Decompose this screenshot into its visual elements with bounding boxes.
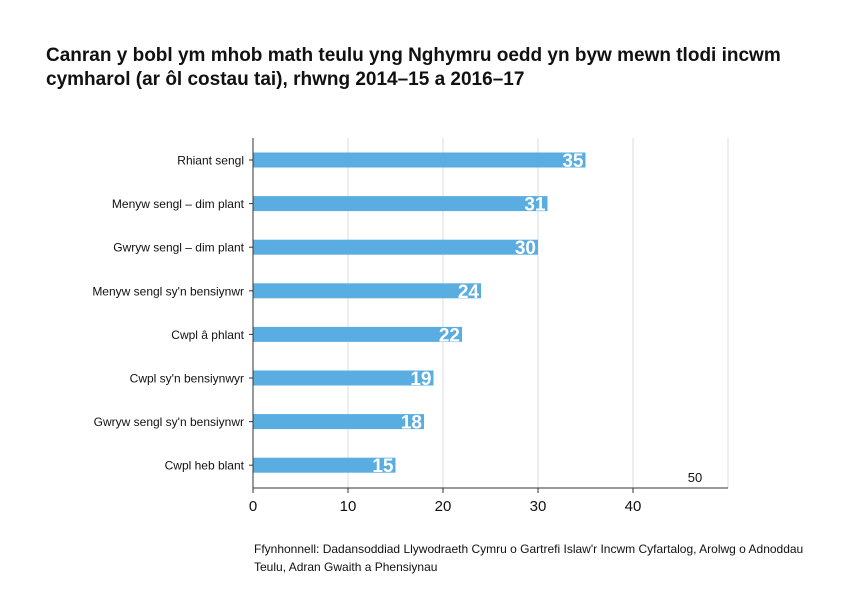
category-label: Rhiant sengl (177, 154, 244, 168)
source-note: Ffynhonnell: Dadansoddiad Llywodraeth Cy… (254, 542, 804, 574)
category-label: Cwpl â phlant (171, 328, 244, 342)
bar (253, 370, 434, 386)
value-label: 31 (524, 195, 546, 216)
value-label: 15 (372, 456, 394, 477)
x-tick-label: 0 (249, 498, 257, 515)
value-label: 24 (458, 282, 480, 303)
grid-lines (347, 138, 729, 488)
value-label: 22 (439, 325, 460, 346)
x-tick-label: 30 (530, 498, 547, 515)
bar (253, 283, 481, 299)
labels: Rhiant sengl 35 Menyw sengl – dim plant 31 G… (92, 151, 702, 515)
bar (253, 196, 548, 212)
bars (253, 152, 586, 473)
category-label: Gwryw sengl sy'n bensiynwr (94, 415, 244, 429)
bar (253, 457, 396, 473)
category-label: Cwpl heb blant (165, 459, 245, 473)
axes (249, 138, 728, 493)
bar (253, 326, 462, 342)
x-tick-label: 10 (340, 498, 357, 515)
value-label: 18 (401, 413, 422, 434)
value-label: 30 (515, 238, 536, 259)
x-tick-label: 50 (688, 470, 702, 485)
category-label: Cwpl sy'n bensiynwyr (130, 372, 244, 386)
category-label: Menyw sengl – dim plant (112, 197, 245, 211)
category-label: Gwryw sengl – dim plant (113, 241, 244, 255)
bar (253, 152, 586, 168)
bar (253, 239, 538, 255)
chart-title: Canran y bobl ym mhob math teulu yng Ngh… (46, 45, 781, 90)
bar (253, 414, 424, 430)
category-label: Menyw sengl sy'n bensiynwr (92, 284, 244, 298)
x-tick-label: 40 (625, 498, 642, 515)
value-label: 19 (410, 369, 431, 390)
value-label: 35 (562, 151, 584, 172)
x-tick-label: 20 (435, 498, 452, 515)
